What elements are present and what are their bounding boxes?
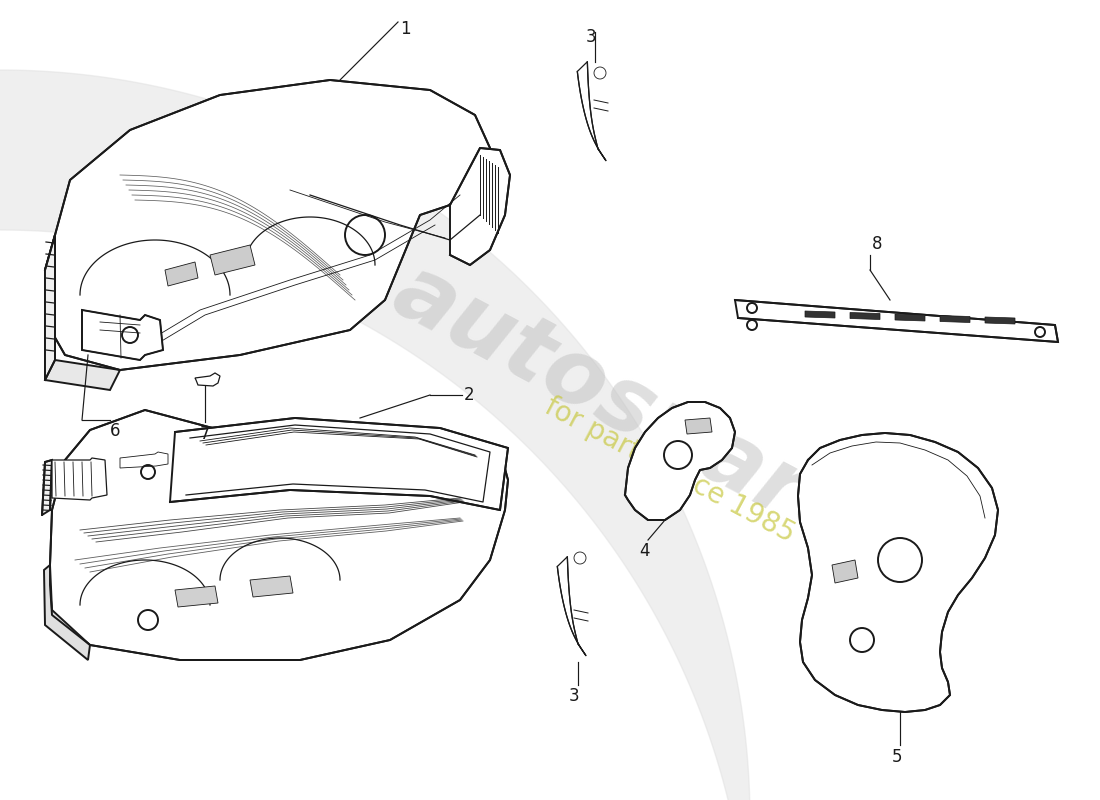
Polygon shape bbox=[850, 313, 880, 319]
Polygon shape bbox=[685, 418, 712, 434]
Polygon shape bbox=[165, 262, 198, 286]
Polygon shape bbox=[984, 317, 1015, 324]
Polygon shape bbox=[832, 560, 858, 583]
Text: 4: 4 bbox=[640, 542, 650, 560]
Polygon shape bbox=[798, 433, 998, 712]
Polygon shape bbox=[558, 557, 586, 655]
Polygon shape bbox=[250, 576, 293, 597]
Polygon shape bbox=[45, 320, 120, 390]
Polygon shape bbox=[82, 310, 163, 360]
Polygon shape bbox=[170, 418, 508, 510]
Polygon shape bbox=[52, 458, 107, 500]
Polygon shape bbox=[735, 300, 1058, 342]
Polygon shape bbox=[45, 235, 55, 380]
Polygon shape bbox=[50, 410, 508, 660]
Polygon shape bbox=[625, 402, 735, 520]
Text: 3: 3 bbox=[569, 687, 580, 705]
Text: 2: 2 bbox=[464, 386, 474, 404]
Polygon shape bbox=[578, 62, 606, 161]
Polygon shape bbox=[940, 315, 970, 322]
Text: 7: 7 bbox=[200, 425, 210, 443]
Polygon shape bbox=[44, 565, 90, 660]
Text: 8: 8 bbox=[872, 235, 882, 253]
Polygon shape bbox=[450, 148, 510, 265]
Text: 5: 5 bbox=[892, 748, 902, 766]
Text: 6: 6 bbox=[110, 422, 121, 440]
Polygon shape bbox=[805, 311, 835, 318]
Polygon shape bbox=[120, 452, 168, 468]
Polygon shape bbox=[175, 586, 218, 607]
Text: for parts since 1985: for parts since 1985 bbox=[540, 392, 800, 548]
Polygon shape bbox=[195, 373, 220, 386]
Text: 1: 1 bbox=[400, 20, 410, 38]
Polygon shape bbox=[42, 460, 52, 515]
Text: autospares: autospares bbox=[378, 247, 922, 593]
Text: 3: 3 bbox=[585, 28, 596, 46]
Polygon shape bbox=[210, 245, 255, 275]
Polygon shape bbox=[45, 80, 490, 370]
Polygon shape bbox=[895, 314, 925, 321]
